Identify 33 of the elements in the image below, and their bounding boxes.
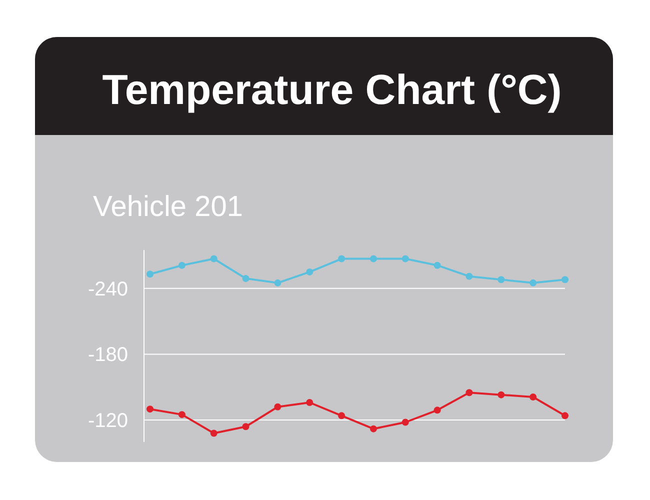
y-tick-label: -240 (88, 278, 128, 300)
point (562, 412, 568, 420)
point (242, 275, 250, 282)
point (242, 423, 250, 430)
point (306, 399, 314, 406)
point (562, 276, 568, 284)
point (370, 255, 377, 262)
y-tick-label: -180 (88, 344, 128, 366)
point (210, 255, 218, 262)
point (274, 279, 282, 286)
point (210, 430, 218, 437)
point (466, 389, 473, 396)
point (530, 394, 537, 401)
y-tick-label: -120 (88, 410, 128, 432)
point (178, 262, 186, 269)
point (146, 406, 154, 413)
point (466, 272, 473, 280)
point (498, 391, 505, 398)
point (498, 276, 505, 284)
chart-title: Temperature Chart (°C) (102, 66, 562, 113)
point (338, 412, 346, 420)
point (402, 255, 409, 262)
point (274, 403, 282, 410)
point (306, 268, 314, 276)
point (370, 425, 377, 432)
point (338, 255, 346, 262)
point (530, 279, 537, 286)
point (178, 411, 186, 418)
point (146, 270, 154, 278)
point (434, 406, 441, 414)
point (402, 418, 409, 426)
point (434, 262, 441, 269)
chart-subtitle: Vehicle 201 (93, 191, 243, 223)
